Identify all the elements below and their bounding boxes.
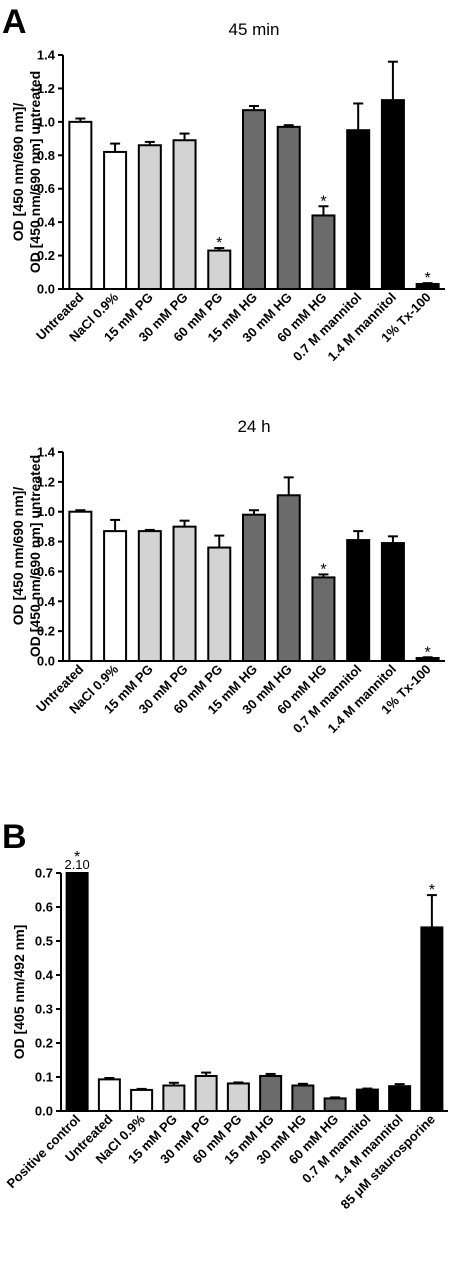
y-tick-label: 0.3 [35, 1002, 53, 1017]
bar [291, 1084, 315, 1112]
y-tick-label: 0.4 [35, 968, 54, 983]
chart-3: OD [405 nm/492 nm] 0.0 0.1 0.2 0.3 0.4 0.5 0.6 0… [4, 849, 448, 1212]
bar [97, 1078, 121, 1113]
bar [172, 139, 197, 290]
bar [420, 926, 444, 1113]
y-axis-label: OD [405 nm/492 nm] [11, 925, 27, 1060]
bar [65, 872, 89, 1112]
bar [323, 1097, 347, 1113]
y-axis-label: OD [450 nm/690 nm]/ [10, 103, 26, 242]
significance-marker: * [425, 644, 431, 661]
panel-letter-a: A [2, 3, 27, 41]
bar [137, 144, 162, 290]
y-tick-label: 1.0 [37, 504, 55, 519]
y-tick-label: 0.0 [35, 1104, 53, 1119]
bar [276, 125, 301, 290]
bar [242, 109, 266, 290]
y-tick-label: 1.2 [37, 81, 55, 96]
significance-marker: * [320, 193, 326, 210]
y-tick-label: 0.6 [37, 181, 55, 196]
bar [311, 576, 336, 663]
y-axis-label: OD [450 nm/690 nm] untreated [27, 455, 43, 657]
y-axis-label: OD [450 nm/690 nm]/ [10, 487, 26, 626]
bar [388, 1085, 412, 1113]
chart-1: 45 min OD [450 nm/690 nm]/OD [450 nm/690 … [10, 20, 445, 364]
bar [276, 494, 301, 662]
y-tick-label: 1.4 [37, 48, 56, 63]
bar [346, 539, 371, 662]
significance-marker: * [320, 561, 326, 578]
bar [162, 1084, 186, 1112]
y-tick-label: 0.6 [35, 900, 53, 915]
bar [103, 530, 128, 662]
y-tick-label: 0.8 [37, 534, 55, 549]
y-tick-label: 1.2 [37, 474, 55, 489]
panel-letter-b: B [2, 818, 27, 856]
bar [172, 525, 197, 663]
bar [311, 214, 336, 290]
y-tick-label: 0.7 [35, 866, 53, 881]
bar [137, 530, 162, 662]
chart-title: 45 min [228, 20, 279, 39]
bar [355, 1088, 379, 1112]
bar [226, 1082, 250, 1112]
y-tick-label: 0.2 [35, 1036, 53, 1051]
bar [259, 1074, 283, 1112]
bar [346, 129, 371, 290]
y-tick-label: 0.6 [37, 564, 55, 579]
significance-marker: * [425, 270, 431, 287]
data-label: 2.10 [64, 857, 89, 872]
y-tick-label: 0.1 [35, 1070, 53, 1085]
chart-2: 24 h OD [450 nm/690 nm]/OD [450 nm/690 nm… [10, 417, 445, 736]
y-tick-label: 0.5 [35, 934, 53, 949]
bar [130, 1088, 154, 1113]
bar [207, 249, 232, 290]
y-tick-label: 0.2 [37, 248, 55, 263]
significance-marker: * [429, 882, 435, 899]
y-axis-label: OD [450 nm/690 nm] untreated [27, 71, 43, 273]
y-tick-label: 0.4 [37, 215, 56, 230]
bar [103, 150, 128, 290]
bar [380, 99, 405, 290]
bar [380, 542, 405, 662]
y-tick-label: 0.4 [37, 594, 56, 609]
bar [207, 546, 232, 662]
y-tick-label: 0.2 [37, 624, 55, 639]
significance-marker: * [74, 849, 80, 866]
y-tick-label: 0.0 [37, 282, 55, 297]
chart-title: 24 h [237, 417, 270, 436]
bar [68, 510, 93, 663]
significance-marker: * [216, 235, 222, 252]
bar [194, 1074, 218, 1112]
y-tick-label: 1.4 [37, 445, 56, 460]
bar [242, 513, 266, 663]
y-tick-label: 0.8 [37, 148, 55, 163]
y-tick-label: 0.0 [37, 654, 55, 669]
bar [68, 120, 93, 290]
y-tick-label: 1.0 [37, 114, 55, 129]
